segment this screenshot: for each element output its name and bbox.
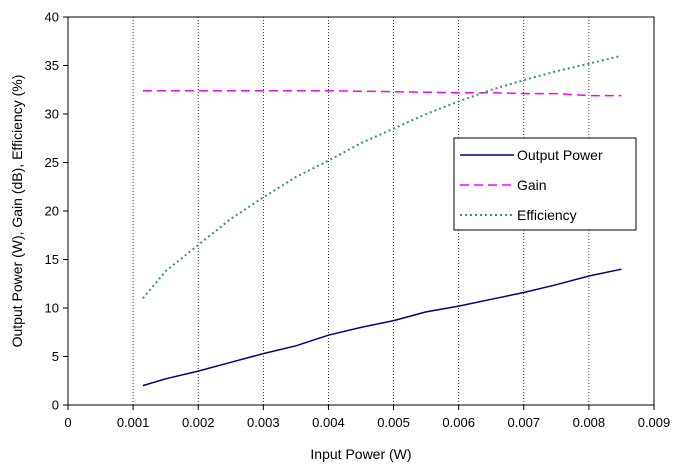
legend-item-output-power: Output Power <box>460 147 603 163</box>
legend-label-efficiency: Efficiency <box>517 207 577 223</box>
y-axis-ticks: 0 5 10 15 20 25 30 35 40 <box>45 10 68 413</box>
x-tick-label: 0.004 <box>312 415 345 430</box>
y-tick-label: 30 <box>45 107 59 122</box>
legend-item-efficiency: Efficiency <box>460 207 577 223</box>
x-tick-label: 0.001 <box>117 415 150 430</box>
legend: Output Power Gain Efficiency <box>453 137 637 231</box>
x-tick-label: 0.005 <box>377 415 410 430</box>
y-tick-label: 25 <box>45 155 59 170</box>
series-line-output-power <box>142 268 622 387</box>
x-tick-label: 0.002 <box>182 415 215 430</box>
y-tick-label: 5 <box>52 349 59 364</box>
x-tick-label: 0.006 <box>442 415 475 430</box>
y-tick-label: 15 <box>45 252 59 267</box>
y-tick-label: 40 <box>45 10 59 25</box>
x-tick-label: 0 <box>64 415 71 430</box>
y-tick-label: 35 <box>45 58 59 73</box>
legend-box <box>453 137 637 231</box>
x-axis-ticks: 0 0.001 0.002 0.003 0.004 0.005 0.006 0.007 0.00… <box>64 405 670 430</box>
series-line-gain <box>142 89 622 97</box>
x-tick-label: 0.008 <box>573 415 606 430</box>
series-layer <box>142 54 622 387</box>
x-tick-label: 0.007 <box>508 415 541 430</box>
series-line-efficiency <box>142 54 622 299</box>
legend-item-gain: Gain <box>460 177 547 193</box>
legend-label-output-power: Output Power <box>517 147 603 163</box>
y-tick-label: 0 <box>52 398 59 413</box>
legend-label-gain: Gain <box>517 177 547 193</box>
y-axis-title: Output Power (W), Gain (dB), Efficiency … <box>9 75 25 348</box>
y-tick-label: 20 <box>45 204 59 219</box>
x-axis-title: Input Power (W) <box>310 446 411 462</box>
x-tick-label: 0.009 <box>638 415 671 430</box>
y-tick-label: 10 <box>45 301 59 316</box>
x-tick-label: 0.003 <box>247 415 280 430</box>
